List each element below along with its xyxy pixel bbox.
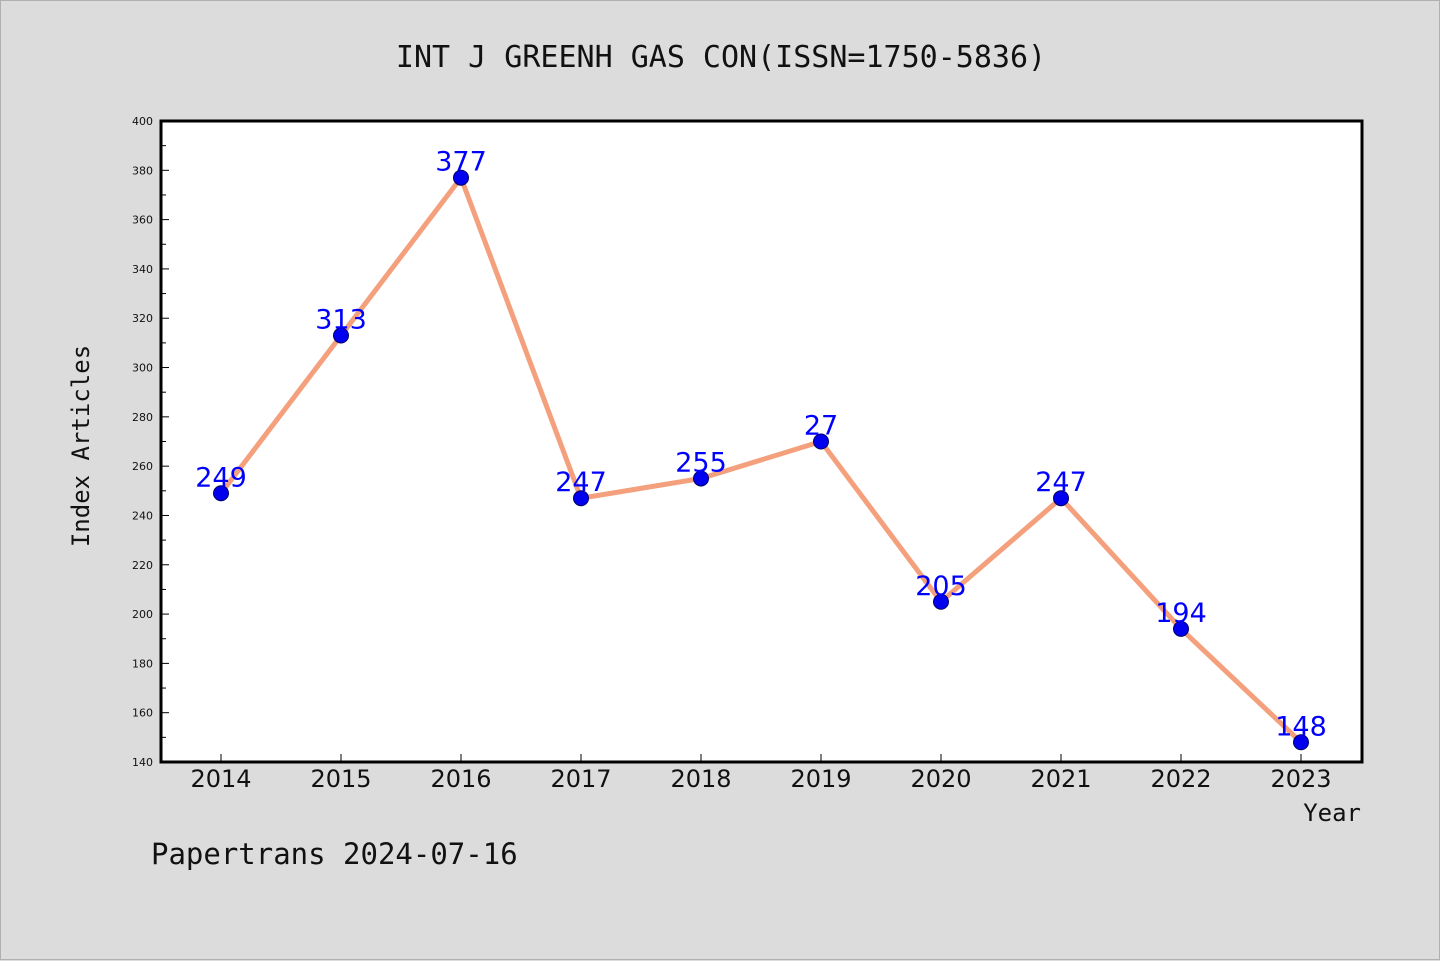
y-tick-label: 180 [132, 657, 153, 670]
y-tick-label: 160 [132, 707, 153, 720]
x-axis: 2014 2015 2016 2017 2018 2019 2020 2021 2022 2023 [190, 754, 1332, 793]
data-label: 255 [675, 447, 727, 478]
data-point [1293, 734, 1309, 751]
y-tick-label: 400 [132, 115, 153, 128]
x-tick-label: 2023 [1270, 765, 1331, 793]
data-label: 27 [804, 411, 838, 442]
data-label: 194 [1155, 598, 1207, 629]
y-axis-label: Index Articles [67, 345, 95, 547]
x-tick-label: 2017 [550, 765, 611, 793]
x-axis-label: Year [1303, 799, 1361, 827]
x-tick-label: 2021 [1030, 765, 1091, 793]
data-point [933, 593, 949, 610]
data-point [333, 327, 349, 344]
data-points [213, 169, 1309, 751]
x-tick-label: 2014 [190, 765, 251, 793]
series-line [218, 172, 1304, 745]
data-point [573, 490, 589, 507]
y-axis: 140 160 180 200 220 240 260 280 300 320 340 360 380 4… [132, 115, 169, 769]
series-line-group [218, 172, 1304, 745]
data-label: 247 [1035, 467, 1087, 498]
x-tick-label: 2018 [670, 765, 731, 793]
plot-area [159, 119, 1364, 764]
x-tick-label: 2015 [310, 765, 371, 793]
y-tick-label: 280 [132, 411, 153, 424]
y-tick-label: 240 [132, 509, 153, 522]
data-label: 247 [555, 467, 607, 498]
y-tick-label: 220 [132, 559, 153, 572]
data-label: 377 [435, 147, 487, 178]
data-label: 148 [1275, 711, 1327, 742]
data-label: 249 [195, 462, 247, 493]
x-tick-label: 2016 [430, 765, 491, 793]
footer-watermark: Papertrans 2024-07-16 [151, 837, 518, 871]
y-tick-label: 300 [132, 362, 153, 375]
data-point [693, 470, 709, 487]
data-point [813, 433, 829, 450]
y-tick-label: 140 [132, 756, 153, 769]
x-tick-label: 2022 [1150, 765, 1211, 793]
x-tick-label: 2020 [910, 765, 971, 793]
chart-title: INT J GREENH GAS CON(ISSN=1750-5836) [396, 40, 1046, 75]
x-tick-label: 2019 [790, 765, 851, 793]
y-tick-label: 320 [132, 312, 153, 325]
data-point [1173, 620, 1189, 637]
y-tick-label: 340 [132, 263, 153, 276]
data-labels: 249 313 377 247 255 27 205 247 194 148 [195, 147, 1327, 743]
y-tick-label: 380 [132, 164, 153, 177]
data-label: 313 [315, 304, 367, 335]
y-tick-label: 200 [132, 608, 153, 621]
data-point [453, 169, 469, 186]
data-label: 205 [915, 571, 967, 602]
data-point [1053, 490, 1069, 507]
y-tick-label: 260 [132, 460, 153, 473]
y-tick-label: 360 [132, 214, 153, 227]
data-point [213, 485, 229, 502]
